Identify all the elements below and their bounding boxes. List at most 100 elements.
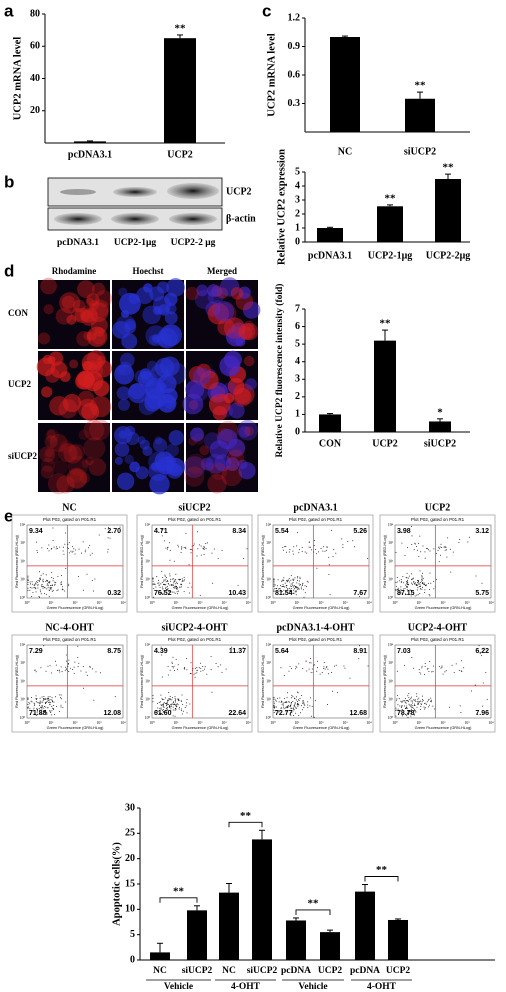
x-tick-label: 10²: [198, 601, 204, 605]
event-dot: [417, 702, 419, 704]
event-dot: [405, 698, 407, 700]
event-dot: [162, 698, 164, 700]
event-dot: [297, 576, 299, 578]
cell: [182, 393, 204, 415]
y-axis-label: UCP2 mRNA level: [266, 33, 277, 116]
y-tick-label: 1: [295, 222, 300, 233]
event-dot: [175, 704, 177, 706]
event-dot: [165, 547, 167, 549]
event-dot: [29, 703, 31, 705]
event-dot: [177, 590, 179, 592]
x-axis-label: Green Fluorescence (GRN-HLog): [172, 726, 229, 730]
event-dot: [181, 548, 183, 550]
event-dot: [421, 578, 423, 580]
event-dot: [460, 712, 462, 714]
event-dot: [316, 660, 318, 662]
event-dot: [158, 589, 160, 591]
event-dot: [316, 567, 318, 569]
event-dot: [397, 704, 399, 706]
event-dot: [302, 667, 304, 669]
event-dot: [160, 712, 162, 714]
event-dot: [304, 551, 306, 553]
quadrant-value: 81.54: [275, 590, 293, 597]
event-dot: [31, 583, 33, 585]
event-dot: [411, 700, 413, 702]
event-dot: [410, 704, 412, 706]
cell: [59, 371, 71, 383]
cell: [59, 292, 81, 314]
event-dot: [307, 704, 309, 706]
event-dot: [161, 676, 163, 678]
cell: [210, 462, 228, 480]
event-dot: [30, 583, 32, 585]
bar: [435, 179, 461, 242]
event-dot: [300, 712, 302, 714]
event-dot: [50, 699, 52, 701]
event-dot: [164, 702, 166, 704]
event-dot: [275, 590, 277, 592]
event-dot: [42, 573, 44, 575]
event-dot: [189, 548, 191, 550]
event-dot: [169, 559, 171, 561]
event-dot: [176, 587, 178, 589]
event-dot: [282, 546, 284, 548]
event-dot: [152, 580, 154, 582]
event-dot: [167, 700, 169, 702]
event-dot: [275, 706, 277, 708]
y-tick-label: 10⁰: [388, 596, 394, 600]
event-dot: [27, 575, 29, 577]
event-dot: [290, 697, 292, 699]
x-tick-label: 10³: [343, 601, 349, 605]
event-dot: [323, 668, 325, 670]
event-dot: [306, 552, 308, 554]
event-dot: [43, 711, 45, 713]
event-dot: [61, 581, 63, 583]
event-dot: [194, 676, 196, 678]
event-dot: [161, 709, 163, 711]
event-dot: [29, 589, 31, 591]
event-dot: [459, 538, 461, 540]
y-tick-label: 10¹: [20, 698, 25, 702]
y-axis-label: Apoptotic cells(%): [111, 842, 122, 926]
cell: [165, 443, 179, 457]
event-dot: [169, 549, 171, 551]
event-dot: [422, 698, 424, 700]
event-dot: [420, 551, 422, 553]
event-dot: [167, 587, 169, 589]
x-tick-label: NC: [222, 966, 236, 976]
x-tick-label: pcDNA3.1: [68, 149, 112, 160]
event-dot: [39, 706, 41, 708]
event-dot: [406, 579, 408, 581]
event-dot: [419, 583, 421, 585]
event-dot: [395, 589, 397, 591]
plot-title: pcDNA3.1-4-OHT: [276, 622, 354, 633]
y-tick-label: 10⁰: [388, 716, 394, 720]
cell: [37, 332, 51, 345]
cell: [40, 277, 57, 295]
y-axis-label: Red Fluorescence (RED-HLog): [140, 654, 144, 707]
x-tick-label: 10⁴: [120, 601, 126, 605]
event-dot: [192, 668, 194, 670]
plot-title: pcDNA3.1: [293, 502, 337, 513]
event-dot: [403, 700, 405, 702]
event-dot: [297, 699, 299, 701]
event-dot: [335, 664, 337, 666]
event-dot: [402, 576, 404, 578]
event-dot: [441, 666, 443, 668]
event-dot: [415, 711, 417, 713]
event-dot: [292, 579, 294, 581]
event-dot: [51, 585, 53, 587]
cell: [83, 419, 105, 441]
event-dot: [417, 581, 419, 583]
cell: [148, 334, 160, 346]
quadrant-value: 11.37: [229, 648, 246, 655]
event-dot: [159, 701, 161, 703]
event-dot: [411, 573, 413, 575]
cell: [77, 280, 95, 298]
event-dot: [42, 701, 44, 703]
event-dot: [315, 553, 317, 555]
event-dot: [335, 552, 337, 554]
event-dot: [320, 548, 322, 550]
event-dot: [153, 588, 155, 590]
event-dot: [307, 706, 309, 708]
